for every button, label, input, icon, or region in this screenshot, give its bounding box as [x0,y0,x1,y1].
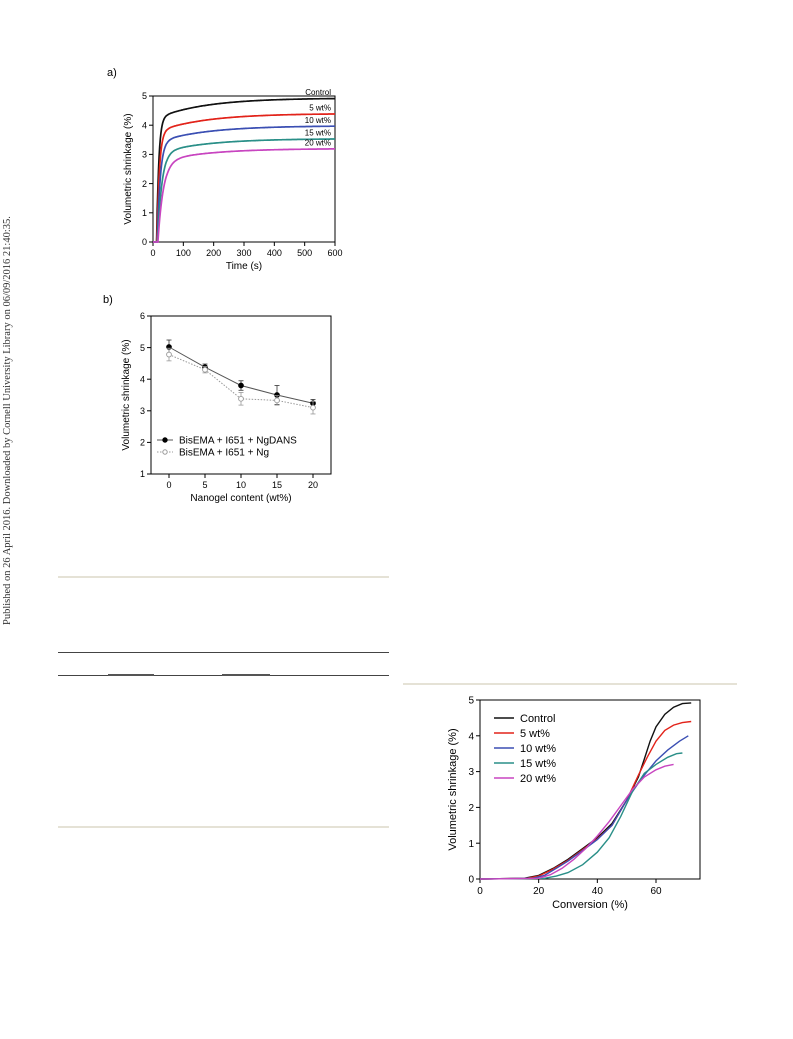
legend-label: 20 wt% [520,773,556,785]
y-tick-label: 5 [142,91,147,101]
series-line-2 [153,125,335,243]
x-tick-label: 300 [236,248,251,258]
y-axis-label: Volumetric shrinkage (%) [121,339,132,450]
data-point [274,397,280,404]
series-label: 15 wt% [305,129,331,138]
x-tick-label: 20 [308,480,318,490]
table-span-rule-2 [222,674,270,676]
data-point [202,366,208,373]
legend-label: BisEMA + I651 + Ng [179,448,269,459]
series-label: Control [305,88,331,97]
y-tick-label: 1 [468,839,474,850]
x-tick-label: 10 [236,480,246,490]
figure-top-rule [403,683,737,685]
series-line-1 [479,720,692,880]
series-label: 20 wt% [305,139,331,148]
panel-label: a) [107,67,117,79]
y-tick-label: 4 [142,120,147,130]
legend-label: BisEMA + I651 + NgDANS [179,436,297,447]
panel-label: b) [103,294,113,306]
y-tick-label: 2 [468,803,474,814]
series-line-3 [153,138,335,243]
data-point [238,382,244,389]
y-tick-label: 1 [142,208,147,218]
series-line-0 [153,97,335,243]
x-axis-label: Conversion (%) [552,899,628,911]
x-tick-label: 5 [202,480,207,490]
y-tick-label: 0 [468,875,474,886]
y-tick-label: 3 [468,767,474,778]
y-tick-label: 3 [140,406,145,416]
watermark: Published on 26 April 2016. Downloaded b… [2,0,20,1039]
legend-label: Control [520,713,555,725]
legend-label: 5 wt% [520,728,550,740]
data-point [166,351,172,358]
y-tick-label: 1 [140,469,145,479]
series-line-4 [479,763,674,880]
y-tick-label: 5 [468,696,474,707]
x-tick-label: 20 [533,886,545,897]
series-line-0 [479,702,692,880]
download-notice: Published on 26 April 2016. Downloaded b… [2,216,13,625]
y-axis-label: Volumetric shrinkage (%) [447,728,459,850]
chart-nanogel-shrinkage: 0 5 10 15 20 1 2 3 4 5 6 Nanogel content (wt%) Volum… [103,294,332,504]
chart-conversion-shrinkage: 0 20 40 60 0 1 2 3 4 5 Conversion (%) Volumetric sh… [447,696,701,911]
y-axis-label: Volumetric shrinkage (%) [123,113,134,224]
series-line-4 [153,148,335,243]
x-tick-label: 15 [272,480,282,490]
x-tick-label: 200 [206,248,221,258]
x-tick-label: 40 [592,886,604,897]
x-tick-label: 500 [297,248,312,258]
x-tick-label: 0 [477,886,483,897]
y-tick-label: 5 [140,343,145,353]
y-tick-label: 4 [140,374,145,384]
y-tick-label: 3 [142,150,147,160]
legend-marker [162,437,168,443]
legend-label: 10 wt% [520,743,556,755]
data-point [310,404,316,411]
series-label: 10 wt% [305,116,331,125]
x-tick-label: 0 [150,248,155,258]
data-point [238,395,244,402]
x-axis-label: Time (s) [226,261,262,272]
table-span-rule-1 [108,674,154,676]
table-header-rule [58,652,389,653]
y-tick-label: 4 [468,731,474,742]
plot-frame [479,699,701,880]
x-tick-label: 60 [650,886,662,897]
series-label: 5 wt% [309,104,331,113]
series-line-1 [153,113,335,243]
x-tick-label: 600 [327,248,342,258]
y-tick-label: 0 [142,237,147,247]
y-tick-label: 2 [142,179,147,189]
series-line-3 [479,752,683,880]
chart-time-shrinkage: 0 100 200 300 400 500 600 0 1 2 3 4 5 Time (s) Volumet… [107,67,343,272]
x-tick-label: 100 [176,248,191,258]
table-bottom-rule [58,826,389,828]
x-axis-label: Nanogel content (wt%) [190,493,291,504]
table-top-rule [58,576,389,578]
x-tick-label: 0 [166,480,171,490]
series-line-2 [479,735,689,880]
legend-label: 15 wt% [520,758,556,770]
y-tick-label: 6 [140,311,145,321]
legend-marker [162,449,168,455]
y-tick-label: 2 [140,438,145,448]
x-tick-label: 400 [267,248,282,258]
